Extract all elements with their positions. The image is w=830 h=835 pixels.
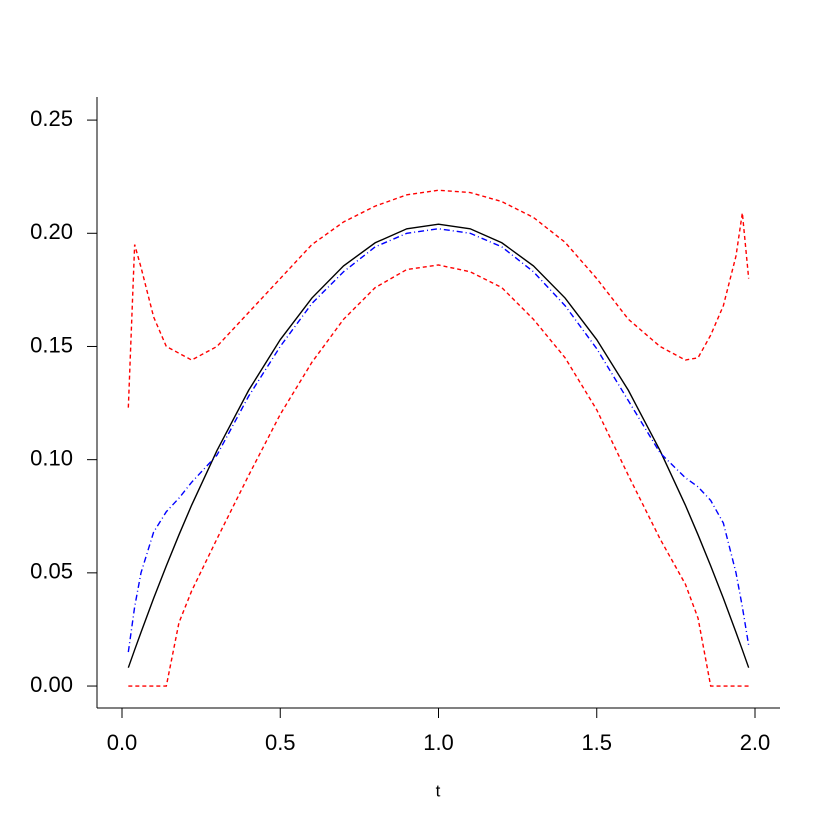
y-tick-label: 0.25 bbox=[30, 106, 73, 131]
series-line bbox=[127, 223, 750, 668]
y-tick-label: 0.00 bbox=[30, 672, 73, 697]
y-tick-label: 0.05 bbox=[30, 559, 73, 584]
y-tick-label: 0.20 bbox=[30, 219, 73, 244]
x-tick-label: 1.5 bbox=[581, 730, 612, 755]
x-tick-label: 1.0 bbox=[423, 730, 454, 755]
x-tick-label: 0.0 bbox=[107, 730, 138, 755]
series-line bbox=[127, 228, 750, 653]
x-tick-label: 2.0 bbox=[740, 730, 771, 755]
x-axis-title: t bbox=[436, 781, 441, 800]
y-tick-label: 0.10 bbox=[30, 445, 73, 470]
y-tick-label: 0.15 bbox=[30, 332, 73, 357]
x-tick-label: 0.5 bbox=[265, 730, 296, 755]
series-line bbox=[128, 264, 749, 687]
series-line bbox=[127, 189, 750, 408]
